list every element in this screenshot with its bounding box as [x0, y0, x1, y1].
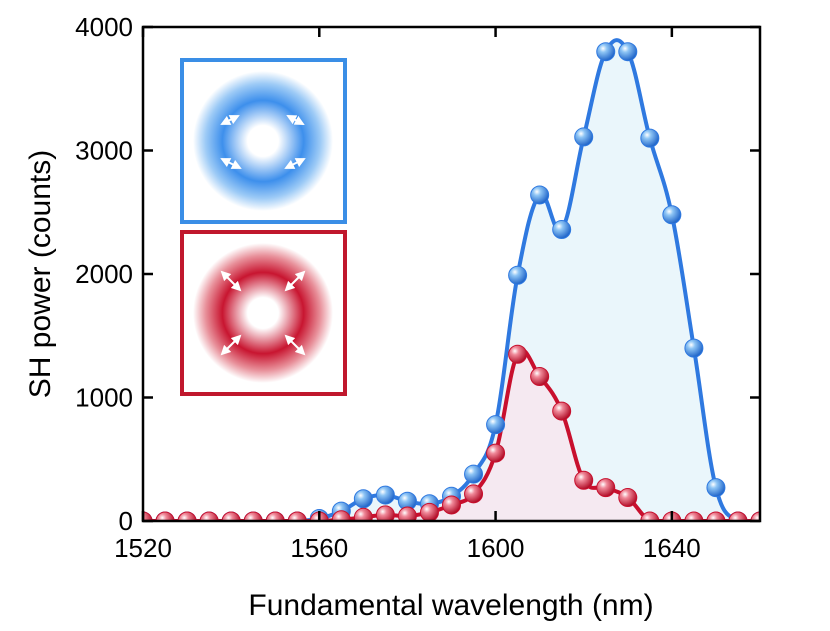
point-red: [486, 443, 506, 463]
point-red: [419, 502, 439, 521]
point-blue: [375, 485, 395, 505]
y-tick-label: 2000: [75, 259, 133, 289]
point-red: [706, 511, 726, 521]
point-blue: [552, 220, 572, 240]
plot-area: [143, 38, 760, 521]
point-red: [265, 511, 285, 521]
point-red: [530, 367, 550, 387]
point-red: [353, 507, 373, 521]
axis-ticks: 1520 1560 1600 1640 0 1000 2000 3000 4000: [75, 12, 760, 563]
point-blue: [508, 265, 528, 285]
point-red: [287, 511, 307, 521]
point-blue: [706, 478, 726, 498]
point-blue: [684, 338, 704, 358]
point-blue: [618, 42, 638, 62]
point-red: [397, 506, 417, 521]
y-tick-label: 1000: [75, 383, 133, 413]
point-blue: [662, 205, 682, 225]
point-red: [618, 488, 638, 508]
point-red: [221, 511, 241, 521]
y-tick-label: 4000: [75, 12, 133, 42]
point-red: [143, 511, 153, 521]
point-red: [155, 511, 175, 521]
point-blue: [574, 127, 594, 147]
point-red: [728, 511, 748, 521]
point-blue: [353, 489, 373, 509]
point-blue: [596, 42, 616, 62]
area-blue: [143, 40, 760, 521]
inset-red-icon: [180, 230, 347, 396]
point-red: [640, 511, 660, 521]
point-red: [750, 511, 760, 521]
point-red: [596, 478, 616, 498]
point-red: [552, 401, 572, 421]
y-tick-label: 0: [119, 506, 133, 536]
point-red: [375, 505, 395, 521]
point-blue: [640, 128, 660, 148]
point-red: [177, 511, 197, 521]
point-red: [464, 484, 484, 504]
point-red: [243, 511, 263, 521]
point-red: [442, 495, 461, 515]
point-red: [684, 511, 704, 521]
point-blue: [530, 185, 550, 205]
point-blue: [486, 415, 506, 435]
y-tick-label: 3000: [75, 136, 133, 166]
x-axis-title: Fundamental wavelength (nm): [248, 589, 653, 622]
y-axis-title: SH power (counts): [24, 150, 57, 398]
x-tick-label: 1600: [467, 533, 525, 563]
point-red: [574, 470, 594, 490]
inset-blue-icon: [180, 58, 347, 224]
point-blue: [464, 464, 484, 484]
point-red: [508, 344, 528, 364]
x-tick-label: 1520: [114, 533, 172, 563]
x-tick-label: 1640: [643, 533, 701, 563]
point-red: [199, 511, 219, 521]
x-tick-label: 1560: [290, 533, 348, 563]
